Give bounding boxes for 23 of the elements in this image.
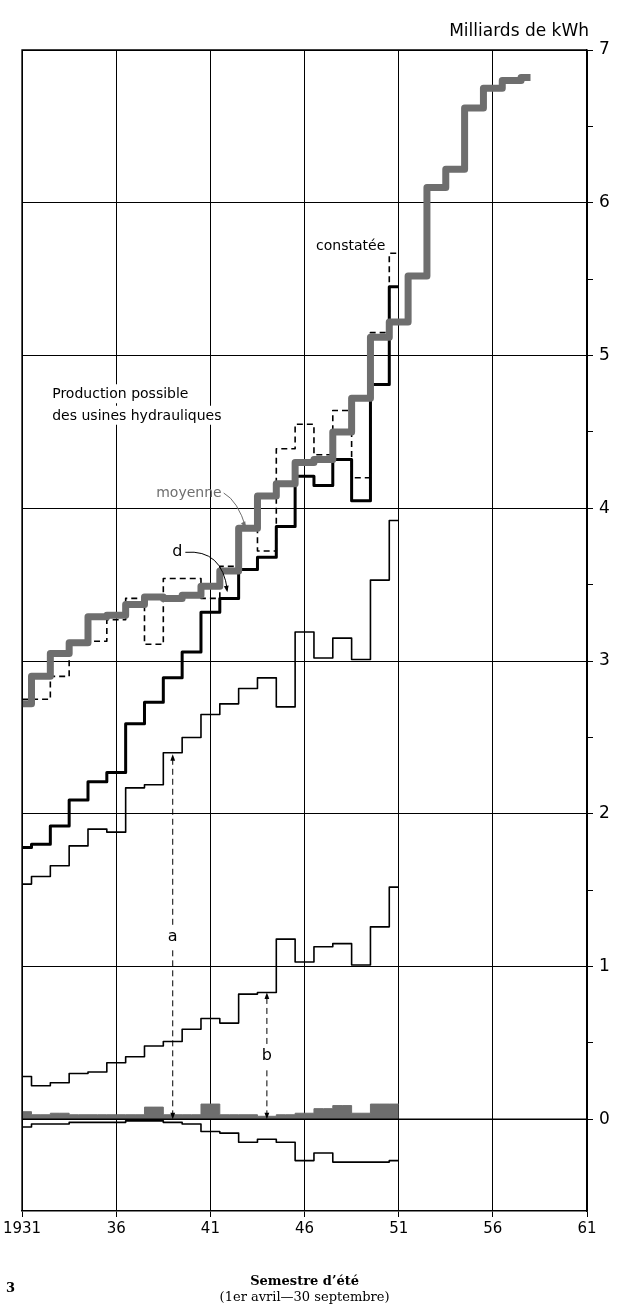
- annotation: Production possible des usines hydrauliques: [52, 385, 222, 423]
- x-axis-title: Semestre d’été (1er avril—30 septembre): [219, 1272, 390, 1304]
- x-tick-label: 56: [483, 1218, 503, 1237]
- y-tick-label: 4: [599, 496, 610, 517]
- x-tick-label: 36: [106, 1218, 126, 1237]
- y-tick-label: 5: [599, 343, 610, 364]
- y-tick-label: 1: [599, 955, 610, 975]
- y-tick-label: 0: [599, 1107, 610, 1128]
- annotation: d: [172, 541, 183, 561]
- x-tick-label: 51: [389, 1218, 409, 1237]
- y-tick-label: 6: [599, 191, 610, 212]
- y-tick-label: 7: [599, 38, 610, 59]
- y-tick-label: 3: [599, 649, 610, 670]
- x-tick-label: 41: [200, 1218, 220, 1237]
- annotation: a: [167, 925, 178, 945]
- y-axis-title: Milliards de kWh: [449, 19, 589, 40]
- y-tick-label: 2: [599, 802, 610, 823]
- annotation: b: [261, 1045, 272, 1065]
- x-tick-label: 61: [577, 1218, 597, 1237]
- series-label: constatée: [316, 236, 386, 253]
- x-tick-label: 46: [295, 1218, 315, 1237]
- text: 3: [6, 1279, 16, 1295]
- x-tick-label: 1931: [2, 1218, 42, 1237]
